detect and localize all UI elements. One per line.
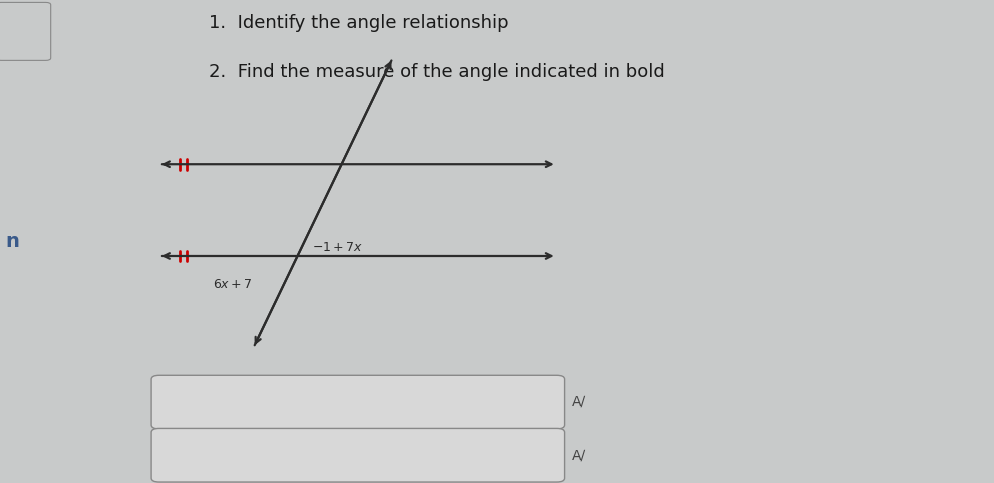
Text: 1.  Identify the angle relationship: 1. Identify the angle relationship [209,14,508,32]
Text: $6x+7$: $6x+7$ [213,278,252,291]
Text: $-1+7x$: $-1+7x$ [312,241,364,254]
Text: 2.  Find the measure of the angle indicated in bold: 2. Find the measure of the angle indicat… [209,63,665,81]
FancyBboxPatch shape [0,2,51,60]
FancyBboxPatch shape [151,428,565,482]
Text: n: n [5,232,19,251]
Text: A∕: A∕ [572,395,585,409]
Text: A∕: A∕ [572,448,585,462]
FancyBboxPatch shape [151,375,565,429]
